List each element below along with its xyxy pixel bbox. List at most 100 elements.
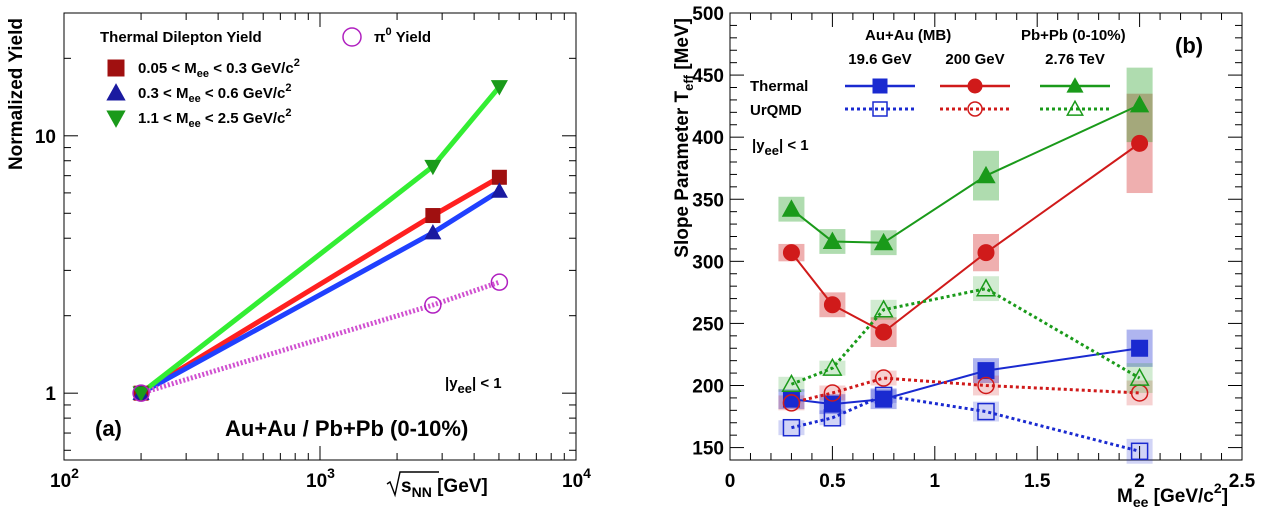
data-point [823, 296, 841, 314]
legend-row-thermal: Thermal [750, 78, 808, 95]
series-line-3 [140, 279, 501, 396]
legend-marker [1066, 99, 1084, 116]
data-point [977, 244, 995, 262]
y-tick-label: 1 [45, 384, 56, 405]
y-tick-label: 200 [692, 377, 724, 398]
panel-label: (b) [1175, 33, 1203, 58]
x-tick-label: 2 [1134, 471, 1145, 492]
y-tick-label: 10 [35, 127, 56, 148]
data-point [1131, 339, 1149, 357]
panel-b-markers [781, 95, 1150, 461]
data-point [822, 231, 843, 250]
legend-label: 1.1 < Mee < 2.5 GeV/c2 [138, 107, 291, 130]
error-box [973, 401, 999, 422]
x-axis-label: Mee [GeV/c2] [1117, 480, 1228, 510]
series-line-2 [790, 103, 1141, 244]
panel-a-legend: Thermal Dilepton Yield 0.05 < Mee < 0.3 G… [100, 26, 431, 130]
collision-system-label: Au+Au / Pb+Pb (0-10%) [225, 416, 468, 441]
data-point [490, 80, 508, 96]
legend-energy: 200 GeV [945, 51, 1004, 68]
legend-title: Thermal Dilepton Yield [100, 29, 262, 46]
y-tick-label: 500 [692, 4, 724, 25]
legend-label: π0 Yield [374, 26, 431, 46]
panel-a-text: 102 103 104 1 10 Normalized Yield sNN [GeV] |ye… [6, 18, 591, 500]
legend-marker [872, 78, 888, 94]
x-tick-label: 103 [306, 465, 335, 492]
data-point [977, 376, 995, 395]
data-point [875, 390, 893, 408]
x-axis-label: sNN [GeV] [401, 476, 488, 500]
legend-label: 0.05 < Mee < 0.3 GeV/c2 [138, 57, 300, 80]
data-point [782, 244, 800, 262]
data-point [1129, 367, 1150, 386]
data-point [132, 384, 150, 402]
data-point [1130, 442, 1149, 461]
panel-a-series-lines [139, 85, 502, 396]
legend-marker [107, 59, 125, 77]
y-tick-label: 250 [692, 314, 724, 335]
y-tick-label: 400 [692, 128, 724, 149]
legend-energy: 2.76 TeV [1045, 51, 1105, 68]
sqrt-sign [386, 471, 439, 498]
data-point [1129, 95, 1150, 113]
legend-marker [1066, 77, 1084, 93]
data-point [424, 224, 442, 240]
legend-energy: 19.6 GeV [848, 51, 911, 68]
data-point [491, 169, 507, 185]
y-tick-label: 300 [692, 252, 724, 273]
legend-marker [967, 78, 983, 94]
series-line-2 [139, 85, 502, 396]
legend-marker [342, 27, 362, 47]
y-axis-label: Normalized Yield [6, 18, 27, 170]
panel-a-ticks [63, 12, 577, 460]
x-tick-label: 102 [50, 465, 79, 492]
data-point [490, 182, 508, 198]
data-point [874, 369, 893, 387]
y-axis-label: Slope Parameter Teff [MeV] [672, 18, 696, 258]
x-tick-label: 0.5 [819, 471, 846, 492]
data-point [782, 394, 801, 412]
data-point [782, 418, 801, 437]
x-tick-label: 0 [725, 471, 736, 492]
panel-a-markers [132, 80, 509, 402]
x-tick-label: 1 [930, 471, 941, 492]
y-tick-label: 350 [692, 190, 724, 211]
data-point [781, 373, 802, 393]
data-point [424, 296, 442, 314]
series-line-5 [790, 287, 1141, 386]
legend-label: 0.3 < Mee < 0.6 GeV/c2 [138, 82, 291, 105]
data-point [977, 362, 995, 380]
data-point [977, 402, 995, 421]
legend-marker [106, 110, 126, 128]
data-point [976, 165, 996, 184]
data-point [490, 273, 509, 291]
legend-row-urqmd: UrQMD [750, 102, 802, 119]
panel-b: Au+Au (MB) Pb+Pb (0-10%) 19.6 GeV 200 GeV 2.… [672, 4, 1256, 510]
legend-header-pbpb: Pb+Pb (0-10%) [1021, 27, 1126, 44]
data-point [975, 278, 997, 297]
data-point [823, 384, 842, 402]
panel-a: Thermal Dilepton Yield 0.05 < Mee < 0.3 G… [6, 12, 591, 500]
legend-header-auau: Au+Au (MB) [865, 27, 951, 44]
data-point [823, 409, 842, 427]
y-tick-label: 150 [692, 439, 724, 460]
y-tick-label: 450 [692, 66, 724, 87]
panel-b-ticks [729, 12, 1243, 461]
data-point [781, 199, 802, 217]
rapidity-cut-label: |yee| < 1 [445, 375, 502, 396]
panel-b-text: 0 0.5 1 1.5 2 2.5 150 200 250 300 350 400 450 500Slop… [672, 4, 1256, 510]
x-tick-label: 1.5 [1024, 471, 1051, 492]
data-point [1131, 134, 1149, 152]
legend-marker [872, 101, 888, 117]
data-point [875, 323, 893, 341]
data-point [132, 386, 150, 402]
data-point [782, 390, 800, 408]
panel-b-legend: Au+Au (MB) Pb+Pb (0-10%) 19.6 GeV 200 GeV 2.… [750, 27, 1126, 119]
x-tick-label: 104 [562, 465, 591, 492]
x-tick-label: 2.5 [1229, 471, 1256, 492]
panel-label: (a) [95, 416, 122, 441]
data-point [873, 232, 894, 251]
data-point [424, 159, 442, 176]
data-point [425, 208, 441, 224]
data-point [822, 357, 843, 376]
